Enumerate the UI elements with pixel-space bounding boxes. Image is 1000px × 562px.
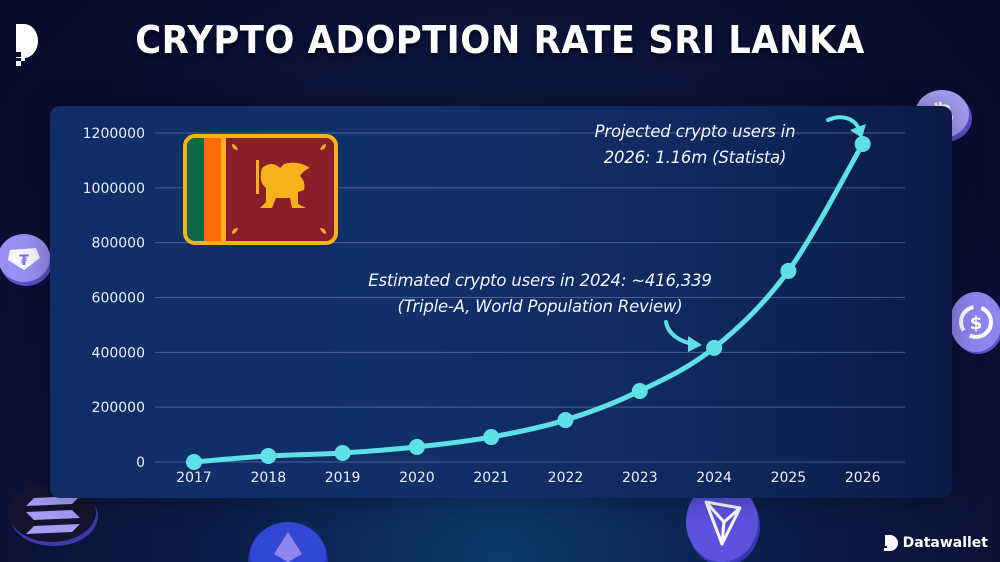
data-point [854,135,871,152]
x-tick-label: 2021 [473,470,509,486]
x-tick-label: 2025 [771,470,807,486]
data-point [631,382,648,399]
usdc-coin-icon: $ [950,292,1000,354]
svg-text:₮: ₮ [19,253,29,269]
solana-coin-icon [8,482,98,546]
annotation-2024-line2: (Triple-A, World Population Review) [397,297,683,316]
y-axis-ticks: 0 200000 400000 600000 800000 1000000 1200000 [83,126,145,471]
x-tick-label: 2023 [622,470,658,486]
tether-coin-icon: ₮ [0,234,52,286]
x-axis-ticks: 2017 2018 2019 2020 2021 2022 2023 2024 2025 2026 [176,470,880,486]
y-tick-label: 1000000 [83,181,145,197]
sri-lanka-flag-icon [183,134,338,245]
page-title: CRYPTO ADOPTION RATE SRI LANKA [135,18,865,62]
datawallet-brand: Datawallet [883,534,988,552]
x-tick-label: 2020 [399,470,435,486]
annotation-2024-line1: Estimated crypto users in 2024: ~416,339 [368,271,712,290]
brand-name: Datawallet [902,535,988,551]
gridlines [155,132,905,463]
x-tick-label: 2024 [696,470,732,486]
y-tick-label: 200000 [92,400,145,416]
data-point [260,447,277,464]
svg-text:$: $ [970,313,983,334]
y-tick-label: 800000 [92,236,145,252]
datawallet-small-logo-icon [883,535,898,551]
x-tick-label: 2019 [325,470,361,486]
lion-icon [232,144,326,234]
series-line [191,141,866,465]
annotation-2026: Projected crypto users in 2026: 1.16m (S… [560,119,830,171]
ethereum-coin-icon [248,522,328,562]
x-tick-label: 2022 [548,470,584,486]
y-tick-label: 400000 [92,345,145,361]
data-point [706,339,723,356]
y-tick-label: 600000 [92,291,145,307]
annotation-2026-line1: Projected crypto users in [594,122,796,141]
y-tick-label: 1200000 [83,126,145,142]
annotation-2024: Estimated crypto users in 2024: ~416,339… [330,268,750,320]
arrow-2026-head-icon [850,124,866,138]
x-tick-label: 2026 [845,470,881,486]
y-tick-label: 0 [136,455,145,471]
data-point [334,444,351,461]
data-point [186,454,202,470]
data-point [780,262,797,279]
tron-coin-icon [686,482,760,562]
data-point [557,412,574,429]
annotation-2026-line2: 2026: 1.16m (Statista) [603,148,787,167]
data-point [408,438,425,455]
arrow-2024-head-icon [688,336,702,352]
x-tick-label: 2017 [176,470,212,486]
data-points [186,135,871,470]
x-tick-label: 2018 [250,470,286,486]
datawallet-logo-icon [16,24,38,66]
data-point [483,429,500,446]
